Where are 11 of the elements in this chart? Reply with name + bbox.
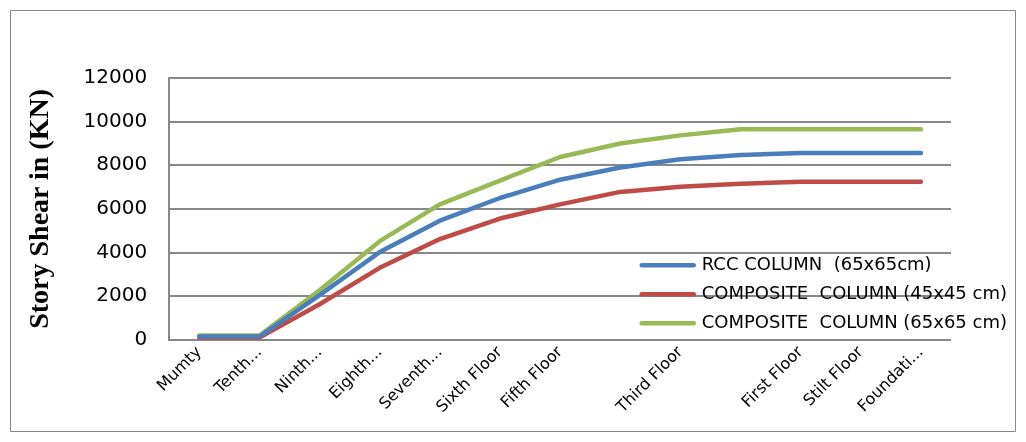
- y-axis-title: Story Shear in (KN): [23, 89, 55, 329]
- legend-label: COMPOSITE COLUMN (65x65 cm): [701, 310, 1008, 332]
- y-tick-label: 2000: [96, 282, 148, 307]
- y-tick-label: 8000: [96, 151, 148, 176]
- y-tick-label: 6000: [96, 195, 148, 220]
- legend-label: RCC COLUMN (65x65cm): [701, 252, 932, 274]
- y-tick-label: 12000: [83, 64, 148, 89]
- legend-label: COMPOSITE COLUMN (45x45 cm): [701, 281, 1008, 303]
- y-tick-label: 10000: [83, 107, 148, 132]
- y-tick-label: 0: [134, 326, 148, 351]
- y-tick-label: 4000: [96, 238, 148, 263]
